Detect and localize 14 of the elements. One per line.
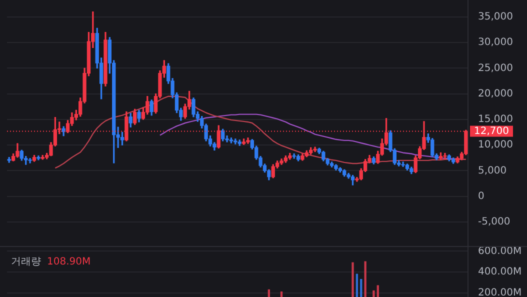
y-tick-label: 35,000 <box>478 12 513 23</box>
annotation: 108.90M <box>47 256 91 268</box>
y-tick-label: 30,000 <box>478 37 513 48</box>
y-tick-label: 0 <box>478 190 484 202</box>
y-tick-label: 5,000 <box>478 165 507 176</box>
ref-line-label: 12,700 <box>474 126 509 137</box>
y-tick-label: 10,000 <box>478 140 513 151</box>
text: 거래량 <box>11 256 41 268</box>
y-tick-label: -5,000 <box>478 216 510 228</box>
y-tick-label: 400.00M <box>478 266 522 278</box>
y-tick-label: 20,000 <box>478 88 513 100</box>
y-tick-label: 25,000 <box>478 62 513 74</box>
y-tick-label: 200.00M <box>478 287 522 297</box>
y-tick-label: 15,000 <box>478 114 513 126</box>
